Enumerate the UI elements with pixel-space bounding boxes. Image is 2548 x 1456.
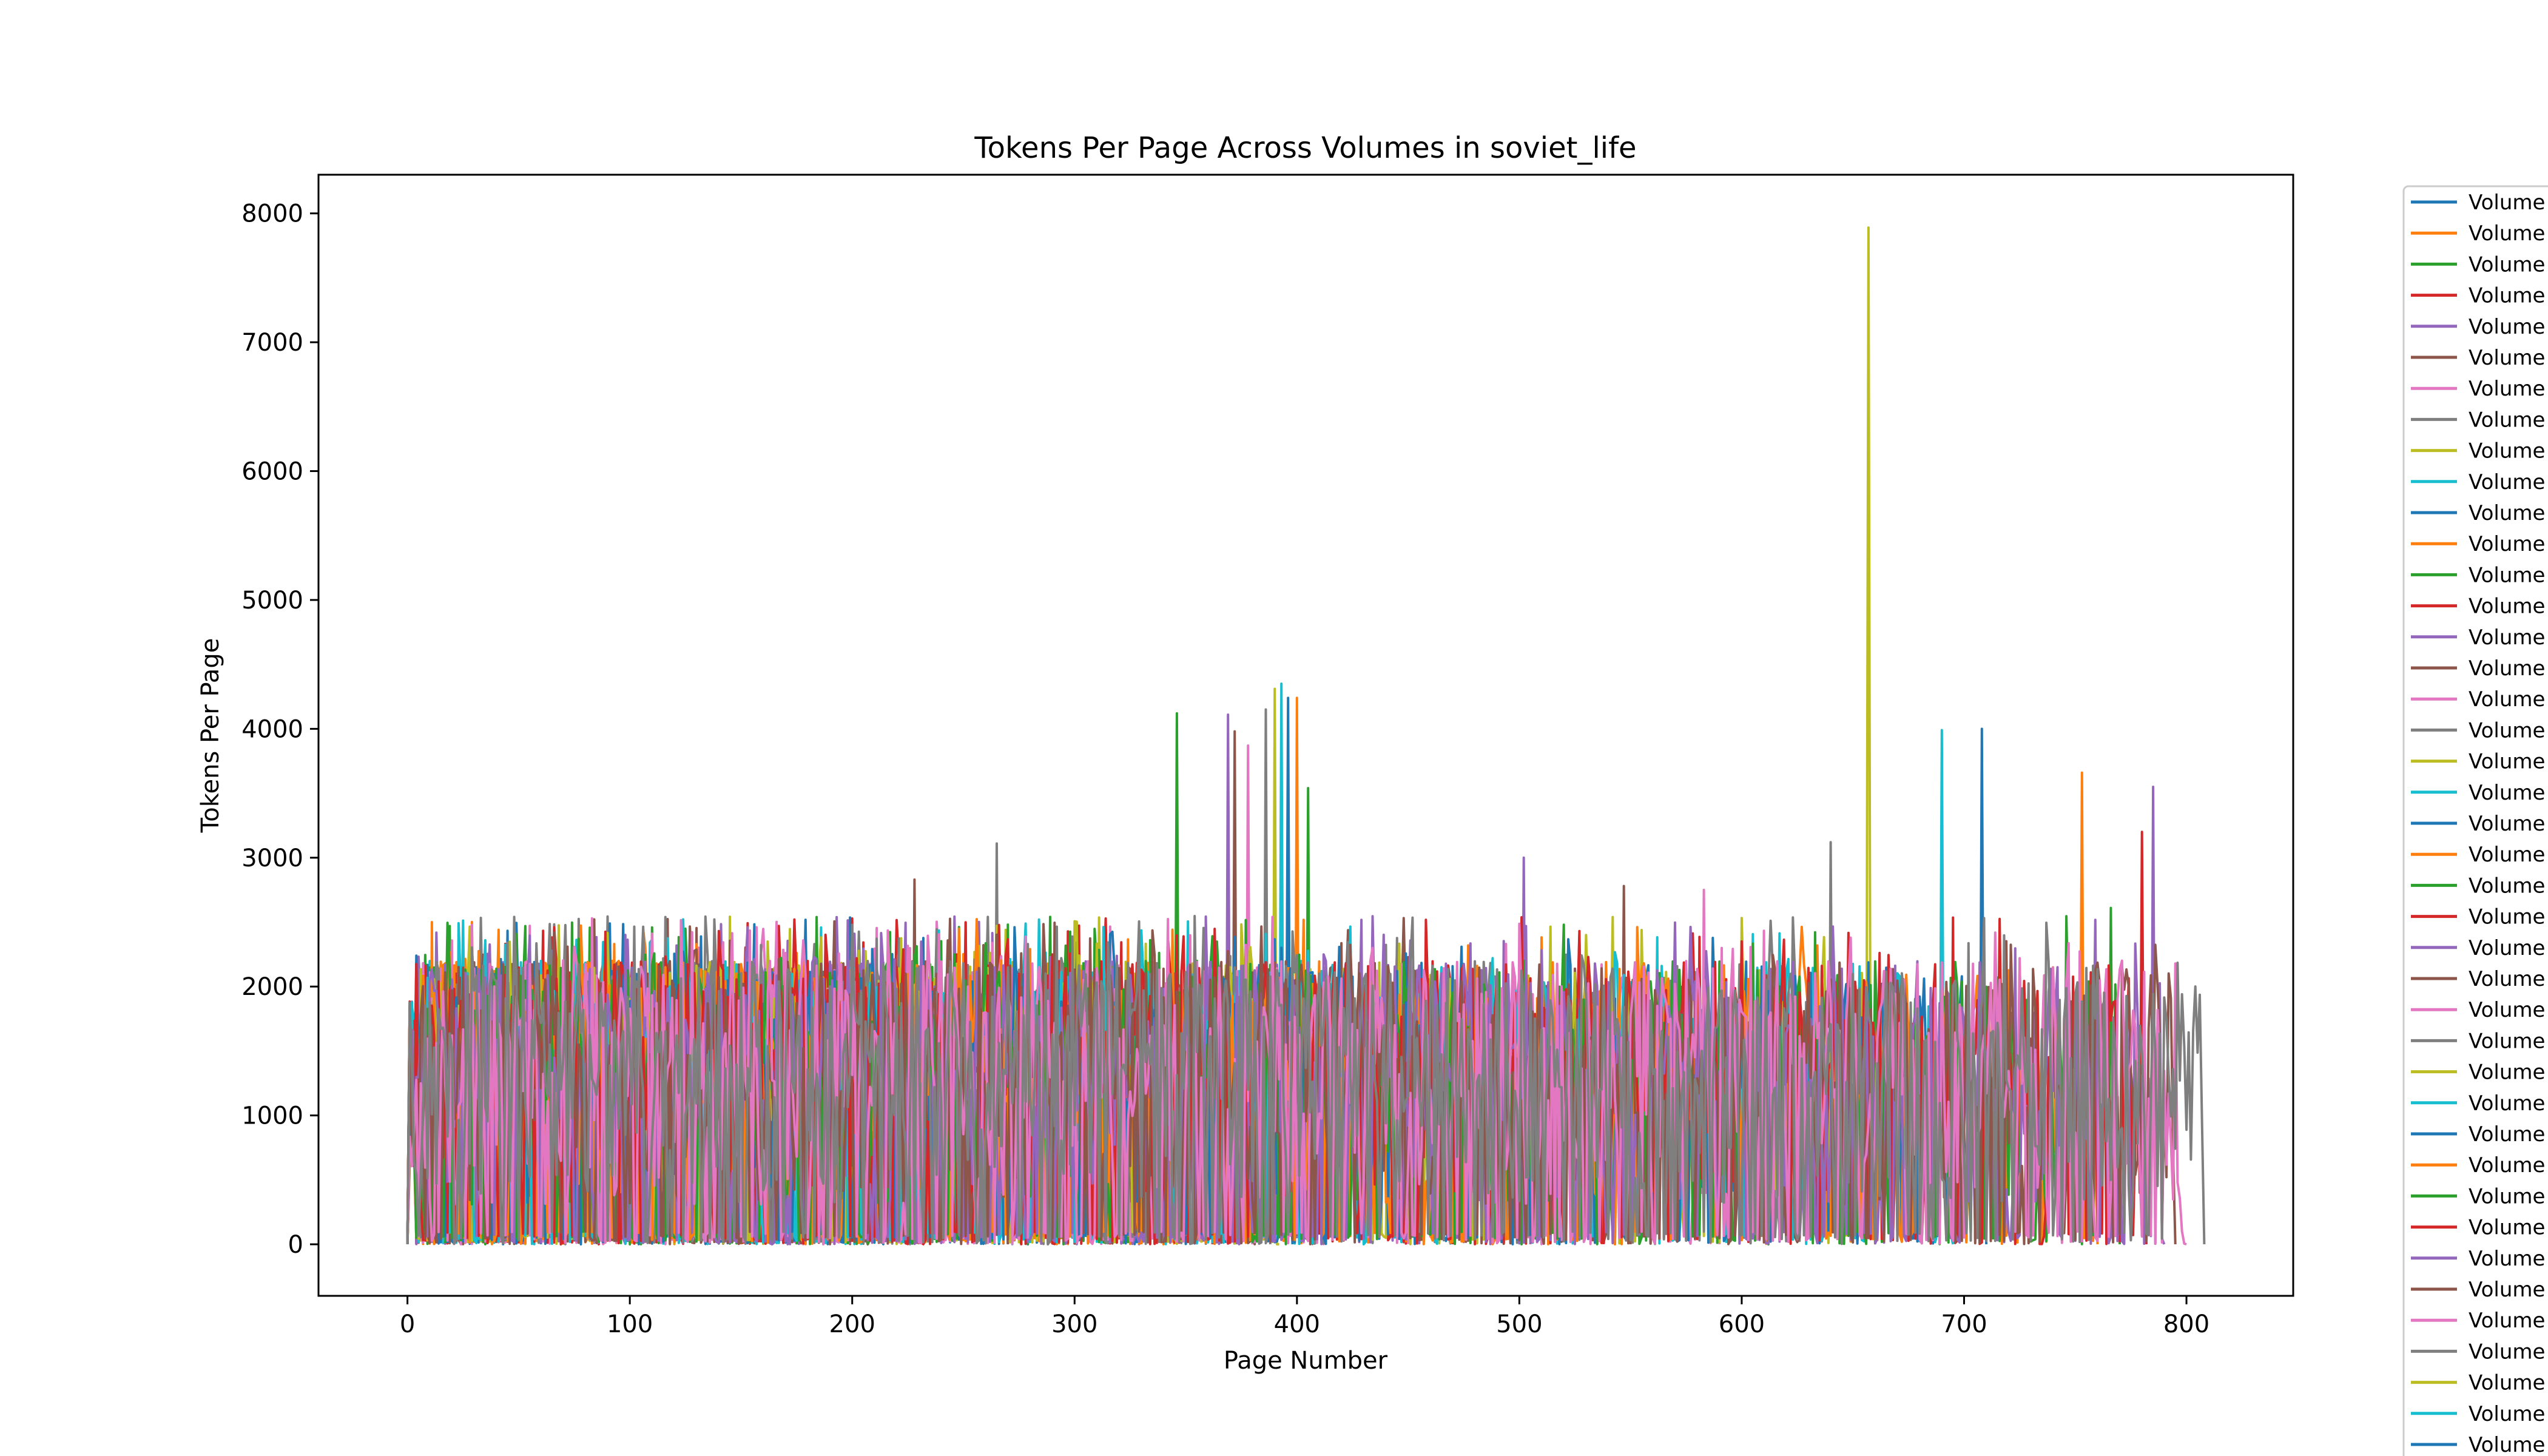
- legend-label-40: Volume: [2469, 1402, 2545, 1426]
- legend: Volume Volume Volume Volume Volume Volume Volu…: [2402, 185, 2548, 1456]
- y-axis: 0 1000 2000 3000 4000 5000 6000 7000 8000: [241, 200, 318, 1259]
- legend-label-25: Volume: [2469, 936, 2545, 960]
- legend-label-32: Volume: [2469, 1153, 2545, 1178]
- x-tick-label-5: 500: [1496, 1310, 1542, 1338]
- legend-label-6: Volume: [2469, 346, 2545, 370]
- legend-label-26: Volume: [2469, 967, 2545, 991]
- legend-label-16: Volume: [2469, 656, 2545, 681]
- legend-label-13: Volume: [2469, 563, 2545, 587]
- y-tick-label-4: 4000: [241, 715, 303, 743]
- x-axis: 0 100 200 300 400 500 600 700 800: [400, 1296, 2209, 1338]
- legend-label-3: Volume: [2469, 252, 2545, 277]
- legend-label-19: Volume: [2469, 750, 2545, 774]
- x-tick-label-2: 200: [829, 1310, 875, 1338]
- legend-label-2: Volume: [2469, 221, 2545, 246]
- legend-label-29: Volume: [2469, 1060, 2545, 1085]
- plot-frame: [317, 174, 2294, 1297]
- legend-label-21: Volume: [2469, 812, 2545, 836]
- legend-label-7: Volume: [2469, 377, 2545, 401]
- legend-label-9: Volume: [2469, 439, 2545, 463]
- y-tick-label-2: 2000: [241, 973, 303, 1001]
- y-tick-label-0: 0: [288, 1231, 303, 1259]
- legend-label-17: Volume: [2469, 687, 2545, 712]
- legend-label-35: Volume: [2469, 1247, 2545, 1271]
- legend-label-34: Volume: [2469, 1216, 2545, 1240]
- legend-label-38: Volume: [2469, 1340, 2545, 1364]
- legend-label-10: Volume: [2469, 470, 2545, 494]
- legend-frame: [2402, 185, 2548, 1456]
- legend-label-18: Volume: [2469, 718, 2545, 743]
- legend-label-41: Volume: [2469, 1433, 2545, 1456]
- legend-label-4: Volume: [2469, 284, 2545, 308]
- legend-label-27: Volume: [2469, 998, 2545, 1022]
- series-layer: [406, 226, 2206, 1245]
- y-tick-label-1: 1000: [241, 1102, 303, 1130]
- y-tick-label-8: 8000: [241, 200, 303, 228]
- x-axis-label: Page Number: [1224, 1347, 1388, 1375]
- legend-label-20: Volume: [2469, 781, 2545, 805]
- legend-label-28: Volume: [2469, 1029, 2545, 1053]
- series-line-38: [406, 915, 2206, 1245]
- x-tick-label-8: 800: [2163, 1310, 2209, 1338]
- x-tick-label-6: 600: [1719, 1310, 1765, 1338]
- legend-label-24: Volume: [2469, 905, 2545, 929]
- legend-label-11: Volume: [2469, 501, 2545, 525]
- legend-label-12: Volume: [2469, 532, 2545, 556]
- legend-label-33: Volume: [2469, 1184, 2545, 1208]
- legend-label-31: Volume: [2469, 1122, 2545, 1147]
- legend-label-5: Volume: [2469, 315, 2545, 339]
- y-axis-label: Tokens Per Page: [197, 638, 224, 834]
- x-tick-label-0: 0: [400, 1310, 415, 1338]
- x-tick-label-1: 100: [607, 1310, 653, 1338]
- chart-title: Tokens Per Page Across Volumes in soviet…: [974, 131, 1636, 165]
- legend-label-36: Volume: [2469, 1278, 2545, 1302]
- legend-label-37: Volume: [2469, 1309, 2545, 1333]
- legend-label-8: Volume: [2469, 408, 2545, 432]
- y-tick-label-7: 7000: [241, 329, 303, 357]
- legend-label-39: Volume: [2469, 1371, 2545, 1395]
- x-tick-label-3: 300: [1051, 1310, 1097, 1338]
- x-tick-label-7: 700: [1941, 1310, 1987, 1338]
- legend-label-23: Volume: [2469, 874, 2545, 898]
- y-tick-label-3: 3000: [241, 844, 303, 872]
- x-tick-label-4: 400: [1274, 1310, 1320, 1338]
- legend-label-30: Volume: [2469, 1091, 2545, 1116]
- legend-label-1: Volume: [2469, 190, 2545, 215]
- y-tick-label-6: 6000: [241, 458, 303, 486]
- legend-label-14: Volume: [2469, 595, 2545, 619]
- legend-label-15: Volume: [2469, 625, 2545, 650]
- legend-label-22: Volume: [2469, 843, 2545, 867]
- y-tick-label-5: 5000: [241, 587, 303, 615]
